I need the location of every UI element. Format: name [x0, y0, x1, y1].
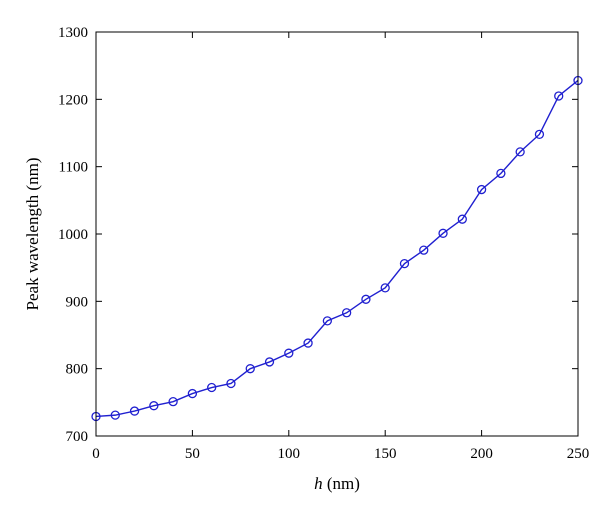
- data-point: [457, 214, 467, 224]
- data-point: [284, 348, 294, 358]
- data-point: [554, 91, 564, 101]
- y-tick-label: 800: [66, 362, 89, 378]
- y-tick-label: 700: [66, 429, 89, 445]
- y-tick-label: 900: [66, 294, 89, 310]
- x-tick-label: 50: [185, 446, 200, 462]
- data-series: [91, 75, 583, 422]
- data-point: [129, 406, 140, 416]
- y-tick-label: 1300: [58, 25, 88, 41]
- data-point: [399, 258, 410, 269]
- data-point: [226, 378, 236, 389]
- y-tick-label: 1100: [59, 160, 88, 176]
- data-point: [303, 338, 313, 348]
- data-point: [245, 364, 255, 374]
- x-axis-label-unit: (nm): [323, 474, 360, 493]
- data-point: [515, 147, 525, 157]
- data-point: [322, 316, 333, 326]
- data-point: [380, 283, 390, 293]
- x-tick-label: 100: [278, 446, 301, 462]
- data-point: [264, 357, 275, 367]
- data-point: [419, 245, 429, 255]
- data-point: [476, 184, 487, 195]
- plot-frame: [95, 31, 579, 437]
- data-point: [110, 410, 120, 420]
- x-tick-label: 250: [567, 446, 590, 462]
- axis-ticks: 0 50 100 150 200 250 700 800 900 1000 1100 1200 1300: [58, 25, 589, 462]
- data-point: [149, 401, 159, 411]
- data-point: [207, 382, 217, 393]
- series-line: [95, 79, 579, 418]
- x-tick-label: 200: [470, 446, 493, 462]
- y-axis-label: Peak wavelength (nm): [23, 158, 42, 311]
- x-tick-label: 0: [92, 446, 100, 462]
- y-tick-label: 1200: [58, 92, 88, 108]
- data-point: [168, 397, 178, 407]
- data-point: [187, 388, 198, 399]
- x-axis-label: h (nm): [314, 474, 360, 493]
- data-point: [438, 228, 448, 238]
- data-point: [496, 168, 506, 179]
- x-axis-label-variable: h: [314, 474, 323, 493]
- data-point: [361, 294, 371, 304]
- y-tick-label: 1000: [58, 227, 88, 243]
- x-tick-label: 150: [374, 446, 397, 462]
- data-point: [534, 129, 545, 139]
- data-point: [341, 308, 352, 318]
